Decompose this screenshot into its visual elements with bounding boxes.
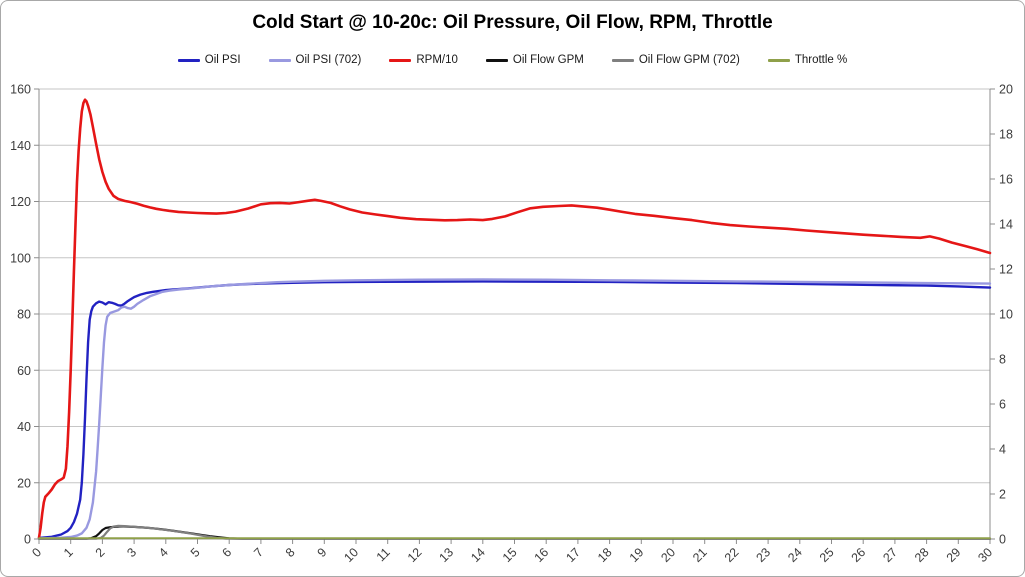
legend-swatch-icon	[268, 58, 291, 62]
legend-label: Throttle %	[794, 54, 848, 66]
x-axis-tick-label: 16	[532, 545, 552, 565]
left-axis-tick-label: 160	[10, 83, 31, 97]
x-axis-tick-label: 15	[500, 545, 520, 565]
x-axis-tick-label: 27	[880, 545, 900, 565]
legend-swatch-icon	[611, 58, 634, 62]
legend-label: Oil PSI (702)	[295, 54, 362, 66]
x-axis-tick-label: 23	[753, 545, 773, 565]
right-axis-tick-label: 18	[999, 128, 1013, 142]
x-axis-tick-label: 26	[849, 545, 869, 565]
chart-title: Cold Start @ 10-20c: Oil Pressure, Oil F…	[252, 12, 773, 33]
right-axis-tick-label: 0	[999, 533, 1006, 547]
x-axis-tick-label: 10	[341, 545, 361, 565]
left-axis-tick-label: 100	[10, 251, 31, 265]
x-axis-tick-label: 21	[690, 545, 710, 565]
legend-item-throttle: Throttle %	[767, 54, 848, 66]
legend-swatch-icon	[485, 58, 508, 62]
legend-label: Oil Flow GPM (702)	[638, 54, 740, 66]
legend-item-rpm-10: RPM/10	[389, 54, 458, 66]
legend-label: Oil Flow GPM	[512, 54, 584, 66]
x-axis-tick-label: 7	[251, 545, 266, 560]
legend-item-oil-flow-gpm: Oil Flow GPM	[485, 54, 584, 66]
right-axis-tick-label: 2	[999, 488, 1006, 502]
x-axis-tick-label: 0	[29, 545, 44, 560]
x-axis-tick-label: 25	[817, 545, 837, 565]
right-axis-tick-label: 8	[999, 353, 1006, 367]
legend-item-oil-psi: Oil PSI	[177, 54, 241, 66]
legend-swatch-icon	[389, 58, 412, 62]
x-axis-tick-label: 6	[220, 545, 235, 560]
left-axis-tick-label: 120	[10, 195, 31, 209]
x-axis-tick-label: 22	[722, 545, 742, 565]
right-axis-tick-label: 20	[999, 83, 1013, 97]
x-axis-tick-label: 13	[436, 545, 456, 565]
chart-legend: Oil PSI Oil PSI (702) RPM/10 Oil Flow GPM Oi…	[1, 54, 1024, 66]
series-line-oil-psi-702	[37, 278, 992, 540]
left-axis-tick-label: 40	[17, 420, 31, 434]
left-axis-tick-label: 80	[17, 308, 31, 322]
series-line-rpm-10	[37, 98, 992, 539]
right-axis-tick-label: 16	[999, 173, 1013, 187]
left-axis-tick-label: 140	[10, 139, 31, 153]
x-axis-tick-label: 2	[93, 545, 108, 560]
x-axis-tick-label: 20	[658, 545, 678, 565]
series-line-oil-flow-gpm-702	[37, 524, 992, 540]
right-axis-tick-label: 6	[999, 398, 1006, 412]
right-axis-tick-label: 4	[999, 443, 1006, 457]
x-axis-tick-label: 5	[188, 545, 203, 560]
x-axis-tick-label: 30	[975, 545, 995, 565]
legend-item-oil-psi-702: Oil PSI (702)	[268, 54, 362, 66]
legend-item-oil-flow-gpm-702: Oil Flow GPM (702)	[611, 54, 740, 66]
legend-swatch-icon	[767, 58, 790, 62]
right-axis-tick-label: 12	[999, 263, 1013, 277]
legend-label: RPM/10	[416, 54, 458, 66]
right-axis-tick-label: 14	[999, 218, 1013, 232]
legend-swatch-icon	[177, 58, 200, 62]
x-axis-tick-label: 14	[468, 545, 488, 565]
x-axis-tick-label: 17	[563, 545, 583, 565]
x-axis-tick-label: 4	[156, 545, 171, 560]
x-axis-tick-label: 24	[785, 545, 805, 565]
x-axis-tick-label: 28	[912, 545, 932, 565]
x-axis-tick-label: 1	[61, 545, 76, 560]
x-axis-tick-label: 3	[124, 545, 139, 560]
x-axis-tick-label: 29	[944, 545, 964, 565]
x-axis-tick-label: 19	[627, 545, 647, 565]
right-axis-tick-label: 10	[999, 308, 1013, 322]
x-axis-tick-label: 8	[283, 545, 298, 560]
left-axis-tick-label: 0	[24, 533, 31, 547]
x-axis-tick-label: 11	[374, 545, 393, 564]
legend-label: Oil PSI	[204, 54, 241, 66]
x-axis-tick-label: 18	[595, 545, 615, 565]
series-line-oil-psi	[37, 280, 992, 540]
x-axis-tick-label: 12	[405, 545, 425, 565]
x-axis-tick-label: 9	[315, 545, 330, 560]
left-axis-tick-label: 20	[17, 476, 31, 490]
left-axis-tick-label: 60	[17, 364, 31, 378]
